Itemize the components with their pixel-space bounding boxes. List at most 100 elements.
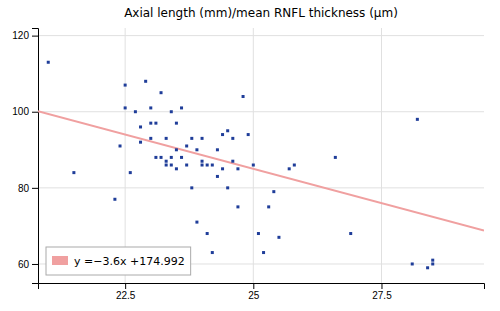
- point: [165, 160, 168, 163]
- point: [231, 137, 234, 140]
- tick-label: 100: [12, 106, 29, 117]
- point: [349, 232, 352, 235]
- point: [216, 148, 219, 151]
- point: [211, 164, 214, 167]
- tick-label: 120: [12, 30, 29, 41]
- point: [144, 80, 147, 83]
- point: [170, 110, 173, 113]
- tick-mark: [32, 36, 38, 37]
- tick-mark: [381, 283, 382, 289]
- y-axis-line: [32, 29, 39, 284]
- point: [47, 61, 50, 64]
- point: [190, 186, 193, 189]
- point: [124, 84, 127, 87]
- tick: 80: [18, 183, 38, 194]
- point: [221, 167, 224, 170]
- point: [201, 164, 204, 167]
- grid-line: [38, 187, 484, 188]
- tick-mark: [125, 283, 126, 289]
- point: [195, 221, 198, 224]
- tick: 22.5: [116, 283, 136, 301]
- tick: 100: [12, 106, 38, 117]
- point: [211, 251, 214, 254]
- point: [185, 164, 188, 167]
- point: [201, 160, 204, 163]
- point: [267, 205, 270, 208]
- point: [190, 137, 193, 140]
- tick: 27.5: [372, 283, 392, 301]
- point: [431, 259, 434, 262]
- point: [134, 110, 137, 113]
- point: [149, 106, 152, 109]
- legend-label: y =−3.6x +174.992: [74, 255, 185, 268]
- point: [149, 122, 152, 125]
- point: [226, 186, 229, 189]
- tick-mark: [32, 112, 38, 113]
- point: [180, 156, 183, 159]
- point: [293, 164, 296, 167]
- tick-label: 80: [18, 183, 30, 194]
- grid-line: [253, 28, 254, 283]
- legend: y =−3.6x +174.992: [46, 247, 191, 275]
- grid-line: [38, 111, 484, 112]
- tick: 25: [248, 283, 260, 301]
- tick: 120: [12, 30, 38, 41]
- point: [221, 133, 224, 136]
- point: [334, 156, 337, 159]
- point: [257, 232, 260, 235]
- grid: [38, 28, 484, 283]
- point: [170, 164, 173, 167]
- point: [431, 262, 434, 265]
- y-axis: 60 80 100 120: [12, 29, 38, 284]
- marks: [38, 61, 484, 270]
- point: [160, 91, 163, 94]
- point: [195, 148, 198, 151]
- point: [288, 167, 291, 170]
- point: [231, 160, 234, 163]
- title: Axial length (mm)/mean RNFL thickness (μ…: [124, 6, 398, 20]
- point: [165, 164, 168, 167]
- legend-frame: [46, 247, 191, 275]
- point: [206, 164, 209, 167]
- point: [72, 171, 75, 174]
- tick: 60: [18, 259, 38, 270]
- plot: 22.5 25 27.5 60 80 100 120 y =−3.6x +174.992: [12, 28, 484, 301]
- legend-swatch: [52, 256, 68, 265]
- point: [180, 106, 183, 109]
- point: [236, 167, 239, 170]
- point: [160, 156, 163, 159]
- point: [206, 232, 209, 235]
- point: [262, 251, 265, 254]
- point: [226, 129, 229, 132]
- tick-mark: [32, 264, 38, 265]
- point: [411, 262, 414, 265]
- point: [416, 118, 419, 121]
- point: [139, 141, 142, 144]
- point: [119, 144, 122, 147]
- point: [277, 236, 280, 239]
- point: [170, 156, 173, 159]
- point: [201, 137, 204, 140]
- regression-line: [38, 111, 484, 230]
- point: [149, 137, 152, 140]
- point: [426, 266, 429, 269]
- point: [175, 148, 178, 151]
- tick-mark: [253, 283, 254, 289]
- point: [165, 137, 168, 140]
- point: [113, 198, 116, 201]
- grid-line: [125, 28, 126, 283]
- tick-label: 25: [248, 290, 260, 301]
- point: [129, 171, 132, 174]
- tick-label: 60: [18, 259, 30, 270]
- point: [175, 167, 178, 170]
- point: [252, 164, 255, 167]
- tick-mark: [32, 188, 38, 189]
- point: [247, 133, 250, 136]
- x-axis: 22.5 25 27.5: [39, 283, 485, 301]
- chart: 22.5 25 27.5 60 80 100 120 y =−3.6x +174.992 Axi…: [0, 0, 500, 311]
- point: [272, 190, 275, 193]
- point: [124, 106, 127, 109]
- grid-line: [38, 35, 484, 36]
- point: [154, 156, 157, 159]
- point: [175, 122, 178, 125]
